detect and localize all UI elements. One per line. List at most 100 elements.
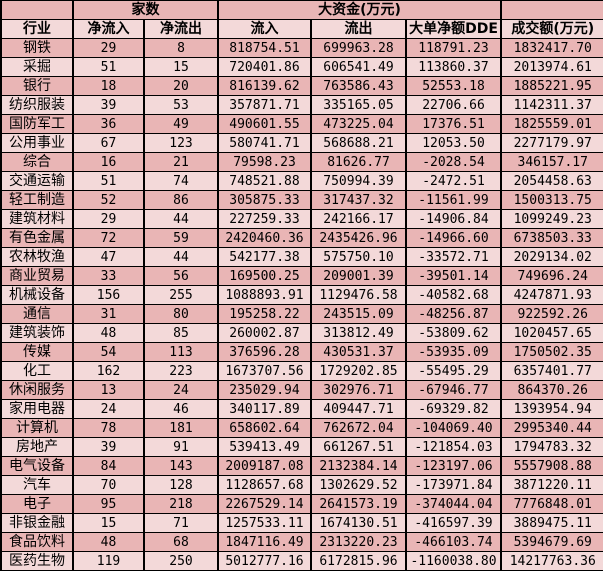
table-row[interactable]: 通信 31 80 195258.22 243515.09 -48256.87 922592.… — [0, 304, 603, 324]
table-row[interactable]: 钢铁 29 8 818754.51 699963.28 118791.23 1832417.… — [0, 38, 603, 58]
column-header-net-outflow[interactable]: 净流出 — [143, 19, 219, 39]
industry-name-cell: 商业贸易 — [0, 266, 74, 286]
value-cell: 44 — [143, 209, 219, 229]
table-row[interactable]: 休闲服务 13 24 235029.94 302976.71 -67946.77 86437… — [0, 380, 603, 400]
table-row[interactable]: 银行 18 20 816139.62 763586.43 52553.18 1885221.… — [0, 76, 603, 96]
value-cell: 218 — [143, 494, 219, 514]
column-header-inflow[interactable]: 流入 — [217, 19, 312, 39]
header-blank-top-left — [0, 0, 74, 20]
value-cell: 54 — [72, 342, 145, 362]
table-row[interactable]: 采掘 51 15 720401.86 606541.49 113860.37 2013974… — [0, 57, 603, 77]
value-cell: 243515.09 — [310, 304, 407, 324]
value-cell: 53 — [143, 95, 219, 115]
value-cell: 335165.05 — [310, 95, 407, 115]
value-cell: 720401.86 — [217, 57, 312, 77]
value-cell: -416597.39 — [405, 513, 502, 533]
table-row[interactable]: 建筑装饰 48 85 260002.87 313812.49 -53809.62 10204… — [0, 323, 603, 343]
table-row[interactable]: 传媒 54 113 376596.28 430531.37 -53935.09 175050… — [0, 342, 603, 362]
column-header-turnover[interactable]: 成交额(万元) — [500, 19, 603, 39]
value-cell: -2028.54 — [405, 152, 502, 172]
value-cell: 128 — [143, 475, 219, 495]
table-row[interactable]: 轻工制造 52 86 305875.33 317437.32 -11561.99 15003… — [0, 190, 603, 210]
table-row[interactable]: 汽车 70 128 1128657.68 1302629.52 -173971.84 387… — [0, 475, 603, 495]
table-body: 钢铁 29 8 818754.51 699963.28 118791.23 1832417.… — [0, 38, 603, 571]
value-cell: 1129476.58 — [310, 285, 407, 305]
value-cell: 340117.89 — [217, 399, 312, 419]
value-cell: 473225.04 — [310, 114, 407, 134]
value-cell: 49 — [143, 114, 219, 134]
table-row[interactable]: 食品饮料 48 68 1847116.49 2313220.23 -466103.74 53… — [0, 532, 603, 552]
table-row[interactable]: 综合 16 21 79598.23 81626.77 -2028.54 346157.17 — [0, 152, 603, 172]
value-cell: 12053.50 — [405, 133, 502, 153]
value-cell: 302976.71 — [310, 380, 407, 400]
value-cell: 79598.23 — [217, 152, 312, 172]
value-cell: 1750502.35 — [500, 342, 603, 362]
column-header-net-inflow[interactable]: 净流入 — [72, 19, 145, 39]
value-cell: 46 — [143, 399, 219, 419]
value-cell: 260002.87 — [217, 323, 312, 343]
value-cell: 71 — [143, 513, 219, 533]
column-header-dde-net[interactable]: 大单净额DDE — [405, 19, 502, 39]
value-cell: 346157.17 — [500, 152, 603, 172]
value-cell: 169500.25 — [217, 266, 312, 286]
value-cell: 1885221.95 — [500, 76, 603, 96]
table-row[interactable]: 房地产 39 91 539413.49 661267.51 -121854.03 17947… — [0, 437, 603, 457]
value-cell: -2472.51 — [405, 171, 502, 191]
industry-name-cell: 银行 — [0, 76, 74, 96]
header-group-big-funds: 大资金(万元) — [217, 0, 502, 20]
value-cell: -48256.87 — [405, 304, 502, 324]
column-header-industry[interactable]: 行业 — [0, 19, 74, 39]
value-cell: 2313220.23 — [310, 532, 407, 552]
table-row[interactable]: 医药生物 119 250 5012777.16 6172815.96 -1160038.8… — [0, 551, 603, 571]
value-cell: 2435426.96 — [310, 228, 407, 248]
table-row[interactable]: 计算机 78 181 658602.64 762672.04 -104069.40 2995… — [0, 418, 603, 438]
value-cell: 123 — [143, 133, 219, 153]
value-cell: 539413.49 — [217, 437, 312, 457]
value-cell: 2009187.08 — [217, 456, 312, 476]
industry-name-cell: 食品饮料 — [0, 532, 74, 552]
value-cell: -104069.40 — [405, 418, 502, 438]
table-row[interactable]: 商业贸易 33 56 169500.25 209001.39 -39501.14 74969… — [0, 266, 603, 286]
value-cell: -11561.99 — [405, 190, 502, 210]
table-row[interactable]: 非银金融 15 71 1257533.11 1674130.51 -416597.39 38… — [0, 513, 603, 533]
value-cell: 24 — [143, 380, 219, 400]
table-row[interactable]: 交通运输 51 74 748521.88 750994.39 -2472.51 205445… — [0, 171, 603, 191]
value-cell: 750994.39 — [310, 171, 407, 191]
table-row[interactable]: 建筑材料 29 44 227259.33 242166.17 -14906.84 10992… — [0, 209, 603, 229]
value-cell: 816139.62 — [217, 76, 312, 96]
table-row[interactable]: 电子 95 218 2267529.14 2641573.19 -374044.04 777… — [0, 494, 603, 514]
industry-name-cell: 农林牧渔 — [0, 247, 74, 267]
column-header-outflow[interactable]: 流出 — [310, 19, 407, 39]
table-row[interactable]: 有色金属 72 59 2420460.36 2435426.96 -14966.60 673… — [0, 228, 603, 248]
value-cell: 15 — [72, 513, 145, 533]
value-cell: 13 — [72, 380, 145, 400]
value-cell: 763586.43 — [310, 76, 407, 96]
value-cell: 29 — [72, 209, 145, 229]
table-row[interactable]: 国防军工 36 49 490601.55 473225.04 17376.51 182555… — [0, 114, 603, 134]
table-row[interactable]: 化工 162 223 1673707.56 1729202.85 -55495.29 635… — [0, 361, 603, 381]
value-cell: -39501.14 — [405, 266, 502, 286]
table-row[interactable]: 机械设备 156 255 1088893.91 1129476.58 -40582.68 4… — [0, 285, 603, 305]
industry-name-cell: 采掘 — [0, 57, 74, 77]
table-header: 家数 大资金(万元) 行业 净流入 净流出 流入 流出 大单净额DDE 成交额(… — [0, 0, 603, 39]
table-row[interactable]: 农林牧渔 47 44 542177.38 575750.10 -33572.71 20291… — [0, 247, 603, 267]
value-cell: 22706.66 — [405, 95, 502, 115]
value-cell: -53809.62 — [405, 323, 502, 343]
value-cell: 255 — [143, 285, 219, 305]
value-cell: 1302629.52 — [310, 475, 407, 495]
industry-name-cell: 轻工制造 — [0, 190, 74, 210]
value-cell: 490601.55 — [217, 114, 312, 134]
value-cell: 606541.49 — [310, 57, 407, 77]
table-row[interactable]: 家用电器 24 46 340117.89 409447.71 -69329.82 13939… — [0, 399, 603, 419]
value-cell: 2013974.61 — [500, 57, 603, 77]
table-row[interactable]: 纺织服装 39 53 357871.71 335165.05 22706.66 114231… — [0, 95, 603, 115]
value-cell: 20 — [143, 76, 219, 96]
industry-name-cell: 电气设备 — [0, 456, 74, 476]
value-cell: 143 — [143, 456, 219, 476]
table-row[interactable]: 公用事业 67 123 580741.71 568688.21 12053.50 22771… — [0, 133, 603, 153]
value-cell: -55495.29 — [405, 361, 502, 381]
table-row[interactable]: 电气设备 84 143 2009187.08 2132384.14 -123197.06 5… — [0, 456, 603, 476]
value-cell: 14217763.36 — [500, 551, 603, 571]
industry-name-cell: 传媒 — [0, 342, 74, 362]
value-cell: 1257533.11 — [217, 513, 312, 533]
